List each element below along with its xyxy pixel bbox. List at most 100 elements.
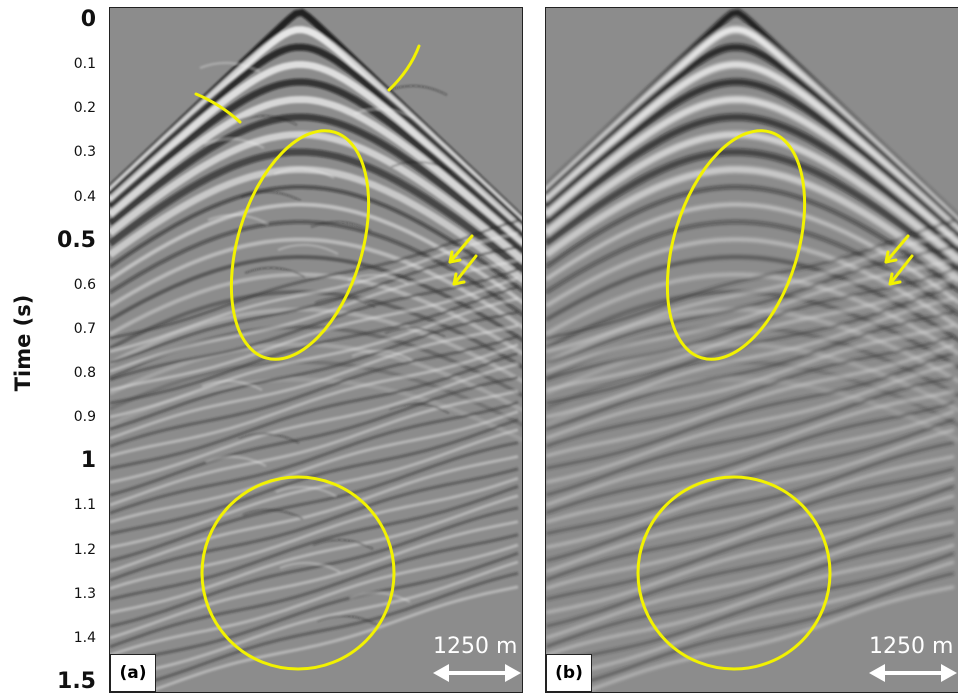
background-reflector: [110, 297, 519, 419]
background-reflector: [546, 428, 955, 549]
noise-event: [384, 326, 446, 338]
noise-event: [273, 167, 335, 179]
noise-event: [353, 107, 415, 119]
noise-event: [275, 485, 337, 497]
arrowhead-annotation: [884, 250, 898, 264]
y-tick-label: 1.3: [73, 585, 96, 602]
background-reflector: [110, 494, 519, 615]
scale-bar-head-left: [433, 664, 449, 682]
background-reflector: [546, 543, 955, 657]
noise-event: [199, 61, 261, 73]
hyperbolic-event: [110, 113, 522, 255]
annotations: [636, 129, 914, 671]
background-reflector: [110, 441, 519, 563]
y-tick-label: 1.2: [73, 541, 96, 558]
background-reflector: [546, 231, 955, 353]
hyperbolic-event: [546, 148, 958, 274]
background-reflector: [546, 441, 955, 563]
background-reflector: [546, 310, 955, 431]
noise-event: [316, 614, 378, 626]
background-reflector: [110, 389, 519, 507]
background-reflector: [110, 231, 519, 353]
noise-event: [238, 432, 300, 444]
background-reflector: [546, 362, 955, 484]
background-reflector: [110, 375, 519, 497]
panel-b: (b) 1250 m: [545, 7, 958, 693]
arc-annotation-right: [387, 44, 421, 92]
background-reflector: [546, 571, 955, 692]
background-reflector: [110, 334, 519, 448]
arrow-annotation: [884, 234, 910, 264]
noise-event: [279, 561, 341, 573]
background-reflector: [546, 533, 955, 649]
background-reflector: [110, 455, 519, 573]
background-reflector: [110, 268, 519, 382]
y-tick-label: 1.1: [73, 497, 96, 514]
background-reflector: [546, 343, 955, 458]
noise-event: [390, 160, 452, 172]
hyperbolic-event: [546, 113, 958, 255]
seismic-section-a: [110, 8, 522, 692]
background-reflector: [546, 455, 955, 573]
scale-bar-arrow: [433, 664, 521, 682]
noise-event: [244, 266, 306, 278]
y-tick-label: 1: [80, 448, 96, 474]
scale-bar-label-b: 1250 m: [869, 634, 954, 659]
background-reflector: [546, 551, 955, 667]
background-reflector: [110, 324, 519, 440]
y-tick-label: 0.5: [57, 227, 96, 253]
background-reflector: [546, 418, 955, 536]
hyperbolic-event: [546, 95, 958, 247]
hyperbolic-event: [110, 78, 522, 241]
arrowhead-annotation: [452, 272, 466, 286]
background-reflector: [110, 520, 519, 640]
background-reflector: [546, 285, 955, 405]
circle-annotation: [200, 475, 396, 671]
background-reflector: [110, 551, 519, 667]
arrow-annotation: [888, 254, 914, 286]
noise-event: [386, 84, 448, 96]
hyperbolic-event: [546, 60, 958, 235]
ellipse-annotation: [229, 129, 371, 361]
hyperbolic-event: [546, 78, 958, 241]
arrowhead-annotation: [448, 250, 462, 264]
background-reflector: [110, 533, 519, 649]
panel-label-b: (b): [546, 654, 592, 692]
noise-event: [240, 190, 302, 202]
background-reflector: [579, 585, 955, 692]
background-reflector: [110, 285, 519, 405]
arc-annotation-left: [194, 92, 242, 124]
hyperbolic-event: [110, 60, 522, 235]
scale-bar-arrow: [869, 664, 957, 682]
y-tick-label: 0: [80, 7, 96, 32]
background-reflector: [546, 276, 955, 392]
background-reflector: [546, 410, 955, 524]
scale-bar-head-right: [941, 664, 957, 682]
hyperbolic-event: [546, 307, 958, 384]
hyperbolic-event: [546, 185, 958, 293]
panel-label-a: (a): [110, 654, 156, 692]
background-reflector: [546, 324, 955, 440]
noise-event: [349, 591, 411, 603]
y-tick-label: 0.6: [73, 276, 96, 293]
y-tick-label: 0.2: [73, 100, 96, 117]
background-reflector: [110, 362, 519, 484]
noise-event: [236, 114, 298, 126]
background-reflector: [546, 401, 955, 515]
noise-event: [312, 538, 374, 550]
hyperbolic-event: [546, 43, 958, 230]
background-reflector: [110, 410, 519, 524]
background-reflector: [546, 520, 955, 640]
background-reflector: [110, 484, 519, 601]
background-reflector: [546, 494, 955, 615]
hyperbolic-event: [546, 220, 958, 317]
background-reflector: [546, 506, 955, 628]
hyperbolic-event: [110, 307, 522, 384]
scale-bar-head-right: [505, 664, 521, 682]
y-tick-label: 1.5: [57, 669, 96, 694]
background-reflector: [110, 310, 519, 431]
background-reflector: [110, 506, 519, 628]
background-reflector: [110, 276, 519, 392]
background-reflector: [110, 401, 519, 515]
